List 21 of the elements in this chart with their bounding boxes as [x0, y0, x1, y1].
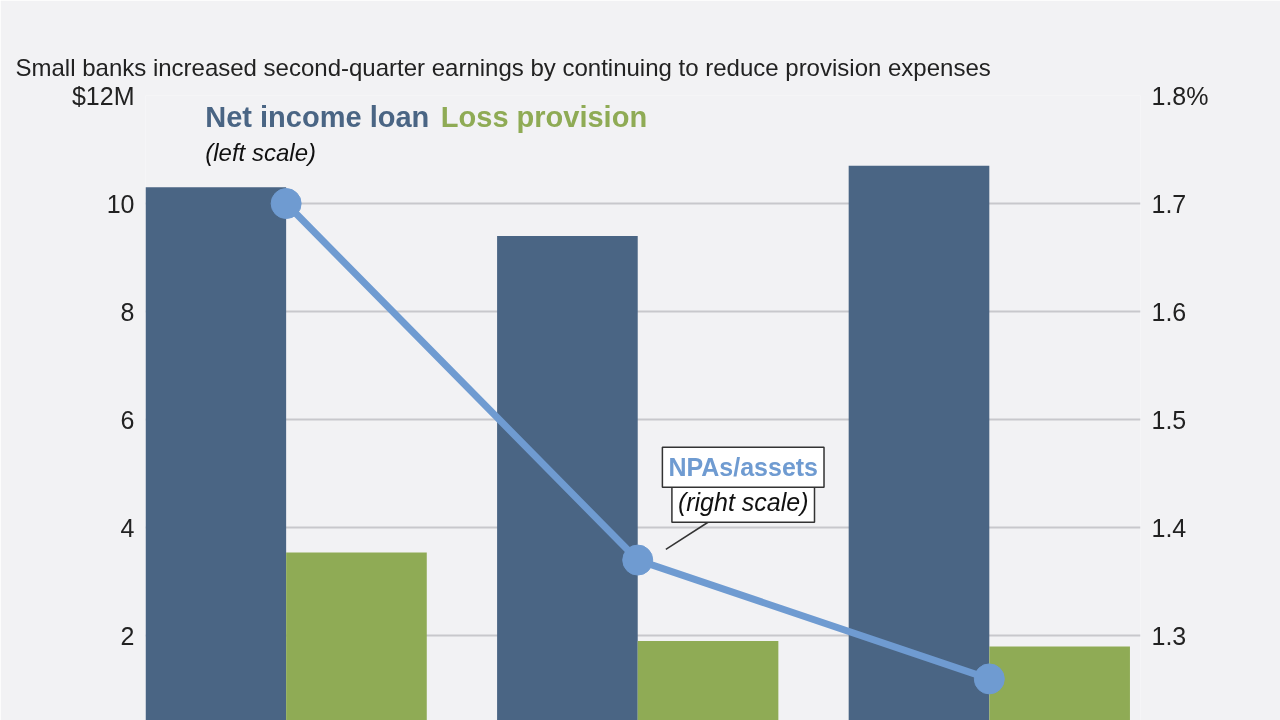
- y-tick-label: 6: [120, 405, 135, 434]
- y2-tick-label: 1.6: [1151, 297, 1187, 326]
- series-label: Net income loan: [205, 101, 430, 134]
- y-tick-label: 4: [120, 513, 135, 542]
- y2-tick-label: 1.4: [1151, 513, 1187, 542]
- chart-title: Small banks increased second-quarter earnings by continuing to reduce provision expenses: [15, 53, 991, 81]
- point: [622, 544, 654, 576]
- y-tick-label: 10: [106, 189, 135, 218]
- annotation: (right scale): [677, 488, 809, 517]
- point: [973, 663, 1005, 695]
- y2-tick-label: 1.8%: [1151, 81, 1209, 110]
- text: NPAs/assets: [668, 453, 819, 482]
- text: Loss provision: [440, 101, 648, 134]
- y-tick-label: $12M: [71, 81, 135, 110]
- annotation: (left scale): [205, 138, 316, 166]
- y2-tick-label: 1.3: [1151, 621, 1187, 650]
- y2-tick-label: 1.7: [1151, 189, 1187, 218]
- y-tick-label: 8: [120, 297, 135, 326]
- y2-tick-label: 1.5: [1151, 405, 1187, 434]
- y-tick-label: 2: [120, 621, 135, 650]
- point: [270, 188, 302, 220]
